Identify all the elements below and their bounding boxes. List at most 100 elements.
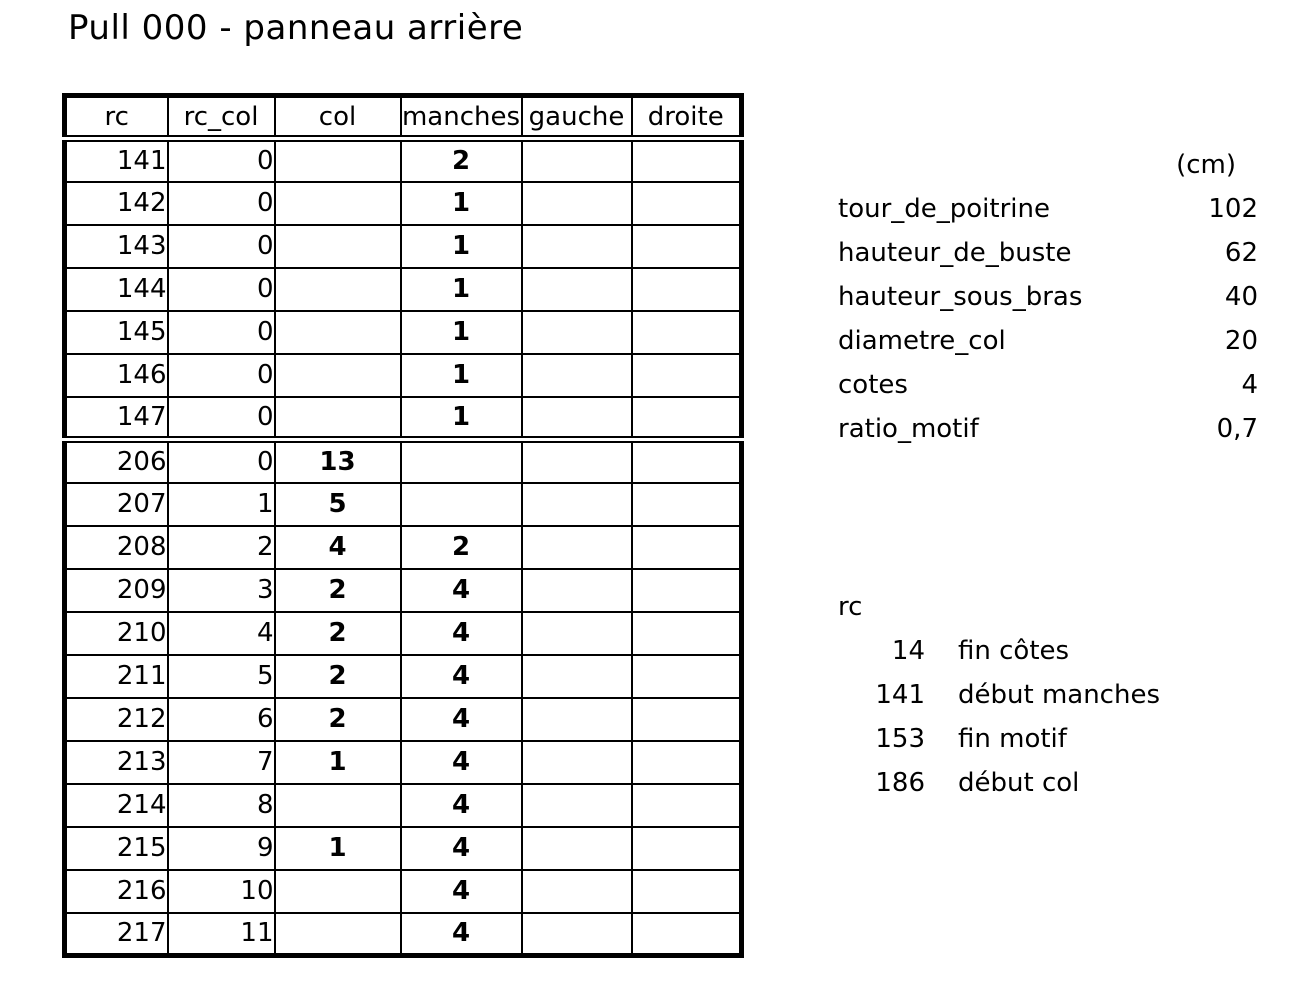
measurement-row: diametre_col 20 xyxy=(838,319,1258,363)
legend-rc-label: fin côtes xyxy=(958,636,1070,666)
cell-rc_col: 9 xyxy=(166,825,276,871)
cell-rc: 214 xyxy=(63,782,169,828)
cell-rc: 147 xyxy=(63,395,169,441)
cell-gauche xyxy=(520,309,633,355)
rc-legend: rc 14 fin côtes 141 début manches 153 fi… xyxy=(838,585,1160,805)
measurement-value: 4 xyxy=(1241,370,1258,400)
legend-rc-value: 186 xyxy=(875,768,925,798)
pattern-table: rc rc_col col manches gauche droite 141 0… xyxy=(62,93,744,958)
column-header-gauche: gauche xyxy=(520,94,633,142)
cell-gauche xyxy=(520,481,633,527)
cell-rc_col: 0 xyxy=(166,266,276,312)
table-row: 214 8 4 xyxy=(63,782,743,828)
legend-row: 14 fin côtes xyxy=(838,629,1160,673)
measurement-label: hauteur_de_buste xyxy=(838,238,1072,268)
cell-col: 2 xyxy=(273,610,402,656)
table-row: 142 0 1 xyxy=(63,180,743,226)
table-row: 215 9 1 4 xyxy=(63,825,743,871)
cell-droite xyxy=(630,481,743,527)
cell-rc_col: 0 xyxy=(166,180,276,226)
legend-row: 141 début manches xyxy=(838,673,1160,717)
cell-manches: 4 xyxy=(399,610,523,656)
cell-gauche xyxy=(520,567,633,613)
cell-gauche xyxy=(520,868,633,914)
measurement-row: tour_de_poitrine 102 xyxy=(838,187,1258,231)
cell-manches xyxy=(399,481,523,527)
cell-manches: 4 xyxy=(399,567,523,613)
cell-droite xyxy=(630,567,743,613)
cell-rc: 142 xyxy=(63,180,169,226)
cell-col xyxy=(273,309,402,355)
cell-col xyxy=(273,180,402,226)
table-row: 211 5 2 4 xyxy=(63,653,743,699)
cell-manches: 1 xyxy=(399,180,523,226)
table-row: 217 11 4 xyxy=(63,911,743,957)
measurement-value: 0,7 xyxy=(1216,414,1258,444)
page-title: Pull 000 - panneau arrière xyxy=(68,8,524,48)
cell-rc_col: 0 xyxy=(166,436,276,484)
legend-rc-label: début col xyxy=(958,768,1080,798)
measurement-value: 102 xyxy=(1208,194,1258,224)
cell-droite xyxy=(630,739,743,785)
measurement-row: cotes 4 xyxy=(838,363,1258,407)
cell-col xyxy=(273,395,402,441)
cell-gauche xyxy=(520,696,633,742)
cell-rc: 211 xyxy=(63,653,169,699)
column-header-rc-col: rc_col xyxy=(166,94,276,142)
cell-col xyxy=(273,868,402,914)
cell-droite xyxy=(630,395,743,441)
table-row: 141 0 2 xyxy=(63,137,743,183)
cell-rc_col: 1 xyxy=(166,481,276,527)
cell-rc_col: 3 xyxy=(166,567,276,613)
cell-rc_col: 10 xyxy=(166,868,276,914)
cell-col xyxy=(273,782,402,828)
column-header-rc: rc xyxy=(63,94,169,142)
cell-manches xyxy=(399,436,523,484)
cell-rc_col: 0 xyxy=(166,223,276,269)
measurement-label: cotes xyxy=(838,370,908,400)
legend-rc-label: début manches xyxy=(958,680,1160,710)
cell-droite xyxy=(630,137,743,183)
cell-gauche xyxy=(520,436,633,484)
table-section-col: 206 0 13 207 1 5 208 2 4 2 209 3 2 4 210 4 2 4 211 5 2 4 212 6 2… xyxy=(63,436,743,957)
cell-rc: 208 xyxy=(63,524,169,570)
table-row: 144 0 1 xyxy=(63,266,743,312)
cell-rc_col: 8 xyxy=(166,782,276,828)
table-row: 147 0 1 xyxy=(63,395,743,441)
table-row: 143 0 1 xyxy=(63,223,743,269)
cell-manches: 4 xyxy=(399,782,523,828)
cell-col: 1 xyxy=(273,825,402,871)
cell-droite xyxy=(630,309,743,355)
measurements-unit-row: (cm) xyxy=(838,143,1258,187)
cell-rc: 216 xyxy=(63,868,169,914)
cell-rc_col: 7 xyxy=(166,739,276,785)
legend-header: rc xyxy=(838,592,863,622)
cell-manches: 4 xyxy=(399,911,523,957)
cell-col xyxy=(273,266,402,312)
cell-droite xyxy=(630,223,743,269)
measurements-panel: (cm) tour_de_poitrine 102 hauteur_de_bus… xyxy=(838,143,1258,451)
cell-rc: 215 xyxy=(63,825,169,871)
column-header-droite: droite xyxy=(630,94,743,142)
cell-rc_col: 0 xyxy=(166,309,276,355)
table-row: 210 4 2 4 xyxy=(63,610,743,656)
measurement-value: 20 xyxy=(1224,326,1258,356)
legend-row: 153 fin motif xyxy=(838,717,1160,761)
cell-col: 4 xyxy=(273,524,402,570)
cell-gauche xyxy=(520,223,633,269)
cell-droite xyxy=(630,524,743,570)
cell-droite xyxy=(630,610,743,656)
cell-droite xyxy=(630,653,743,699)
cell-rc_col: 0 xyxy=(166,352,276,398)
measurement-value: 62 xyxy=(1224,238,1258,268)
table-row: 212 6 2 4 xyxy=(63,696,743,742)
table-row: 206 0 13 xyxy=(63,436,743,484)
cell-rc_col: 6 xyxy=(166,696,276,742)
cell-manches: 1 xyxy=(399,352,523,398)
cell-rc: 213 xyxy=(63,739,169,785)
cell-rc: 217 xyxy=(63,911,169,957)
measurement-label: ratio_motif xyxy=(838,414,979,444)
cell-rc: 212 xyxy=(63,696,169,742)
unit-header: (cm) xyxy=(1176,150,1236,180)
cell-gauche xyxy=(520,739,633,785)
